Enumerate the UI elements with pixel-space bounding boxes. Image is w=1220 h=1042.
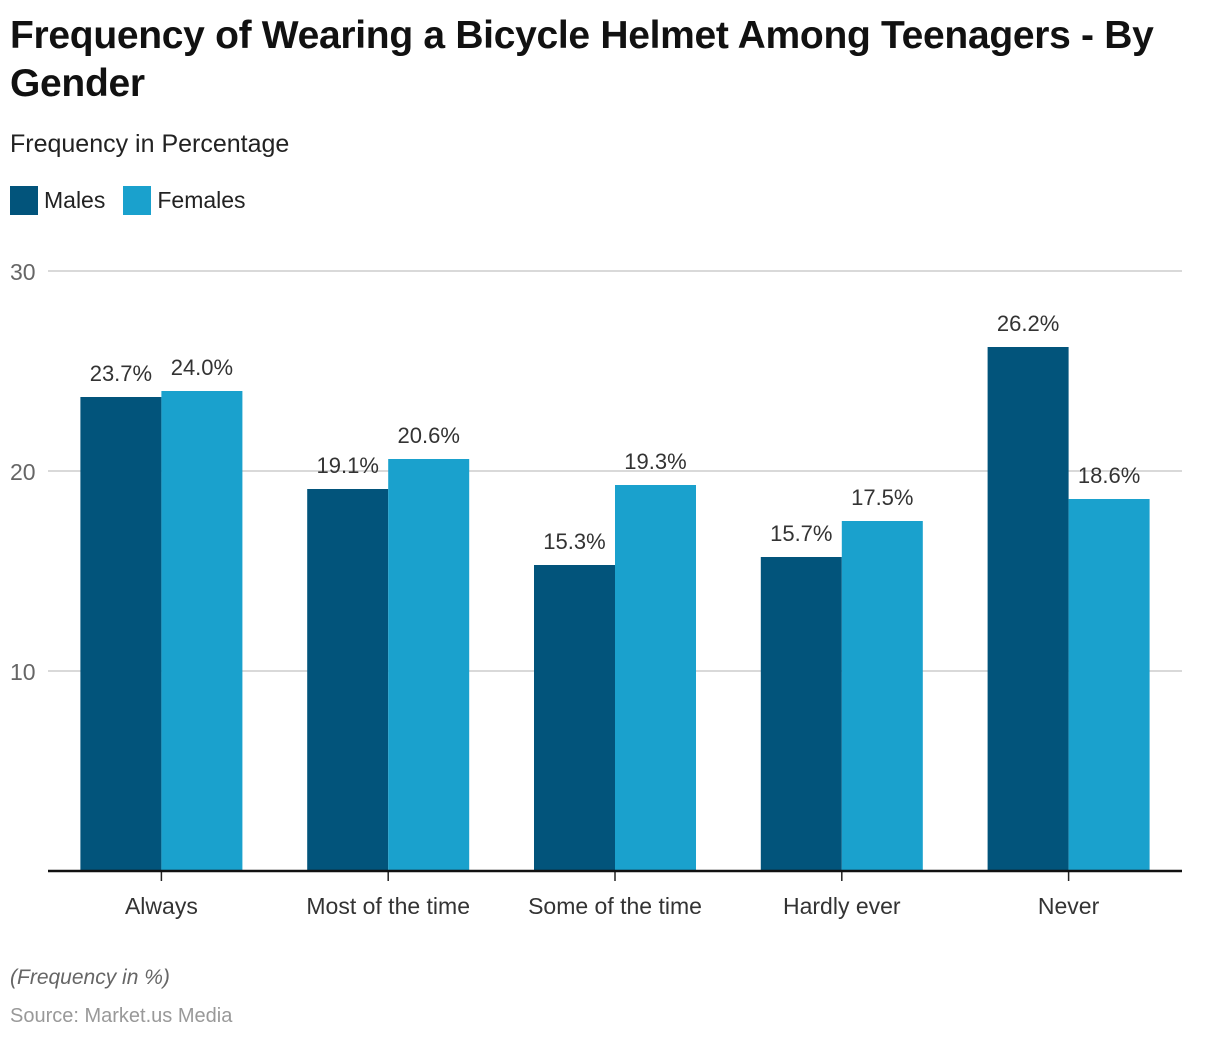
data-label: 20.6%: [398, 423, 460, 448]
chart-note: (Frequency in %): [10, 966, 170, 989]
x-tick-label: Never: [1038, 893, 1100, 919]
data-label: 19.3%: [624, 449, 686, 474]
y-tick-label: 10: [10, 659, 36, 685]
data-label: 17.5%: [851, 485, 913, 510]
bar-males: [760, 557, 842, 871]
data-label: 18.6%: [1078, 463, 1140, 488]
x-tick-label: Most of the time: [306, 893, 470, 919]
x-tick-label: Hardly ever: [783, 893, 901, 919]
legend-item-males[interactable]: Males: [10, 186, 105, 215]
legend-label-females: Females: [157, 187, 246, 213]
y-tick-label: 20: [10, 459, 36, 485]
bar-females: [841, 521, 923, 871]
bar-males: [307, 489, 389, 871]
legend-swatch-males: [10, 186, 38, 215]
data-label: 26.2%: [997, 311, 1059, 336]
bar-males: [534, 565, 615, 871]
legend-swatch-females: [123, 186, 152, 215]
bar-males: [80, 397, 162, 871]
x-tick-label: Always: [125, 893, 198, 919]
data-label: 23.7%: [90, 361, 152, 386]
chart-title: Frequency of Wearing a Bicycle Helmet Am…: [10, 14, 1154, 105]
bar-females: [161, 391, 243, 871]
bar-females: [1068, 499, 1150, 871]
data-label: 15.7%: [770, 521, 832, 546]
bar-males: [987, 347, 1069, 871]
data-label: 19.1%: [317, 453, 379, 478]
legend-item-females[interactable]: Females: [123, 186, 246, 215]
legend: Males Females: [10, 186, 264, 215]
bar-females: [615, 485, 696, 871]
data-label: 24.0%: [171, 355, 233, 380]
chart-source: Source: Market.us Media: [10, 1005, 233, 1027]
x-tick-label: Some of the time: [528, 893, 702, 919]
data-label: 15.3%: [543, 529, 605, 554]
chart-subtitle: Frequency in Percentage: [10, 130, 290, 158]
legend-label-males: Males: [44, 187, 106, 213]
bar-females: [388, 459, 470, 871]
y-tick-label: 30: [10, 259, 36, 285]
